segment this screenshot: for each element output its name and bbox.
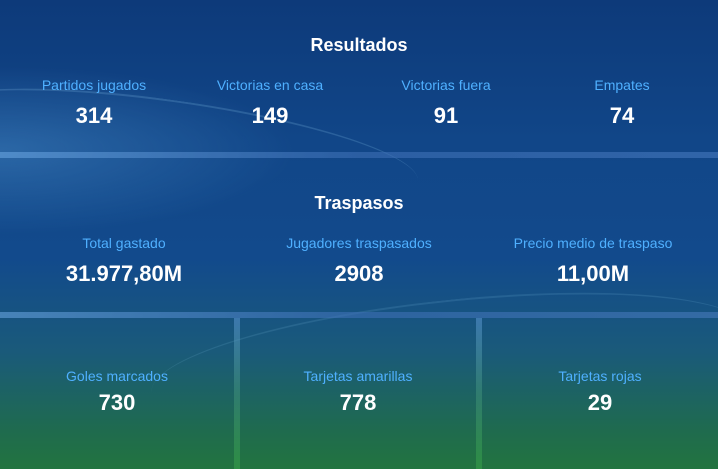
stat-label: Goles marcados (66, 368, 168, 384)
stat-label: Partidos jugados (41, 77, 147, 93)
resultados-panel: Resultados Partidos jugados 314 Victoria… (0, 0, 718, 152)
column-divider (234, 318, 240, 469)
stat-precio-medio-traspaso: Precio medio de traspaso 11,00M (483, 235, 703, 287)
stat-label: Precio medio de traspaso (513, 235, 673, 251)
stat-victorias-fuera: Victorias fuera 91 (356, 77, 536, 129)
stat-label: Empates (594, 77, 650, 93)
stat-label: Victorias en casa (216, 77, 324, 93)
stat-value: 778 (339, 390, 377, 415)
traspasos-panel: Traspasos Total gastado 31.977,80M Jugad… (0, 158, 718, 312)
stat-label: Victorias fuera (401, 77, 491, 93)
stat-value: 74 (609, 103, 635, 128)
stat-label: Tarjetas rojas (558, 368, 642, 384)
section-divider (0, 312, 718, 318)
stat-partidos-jugados: Partidos jugados 314 (4, 77, 184, 129)
stat-victorias-en-casa: Victorias en casa 149 (180, 77, 360, 129)
stat-goles-marcados: Goles marcados 730 (0, 368, 234, 416)
stat-tarjetas-rojas: Tarjetas rojas 29 (482, 368, 718, 416)
goles-tarjetas-panel: Goles marcados 730 Tarjetas amarillas 77… (0, 318, 718, 469)
section-divider (0, 152, 718, 158)
stat-total-gastado: Total gastado 31.977,80M (14, 235, 234, 287)
stat-value: 91 (433, 103, 459, 128)
stat-empates: Empates 74 (532, 77, 712, 129)
stat-label: Total gastado (82, 235, 166, 251)
stat-value: 29 (587, 390, 613, 415)
resultados-title: Resultados (310, 35, 408, 55)
column-divider (476, 318, 482, 469)
stat-tarjetas-amarillas: Tarjetas amarillas 778 (240, 368, 476, 416)
stat-value: 149 (251, 103, 289, 128)
stat-value: 730 (98, 390, 136, 415)
traspasos-title: Traspasos (314, 193, 404, 213)
stat-value: 2908 (334, 261, 384, 286)
stat-label: Tarjetas amarillas (303, 368, 413, 384)
stat-value: 11,00M (556, 261, 630, 286)
stat-value: 31.977,80M (65, 261, 183, 286)
stat-value: 314 (75, 103, 113, 128)
stat-label: Jugadores traspasados (286, 235, 432, 251)
stat-jugadores-traspasados: Jugadores traspasados 2908 (249, 235, 469, 287)
